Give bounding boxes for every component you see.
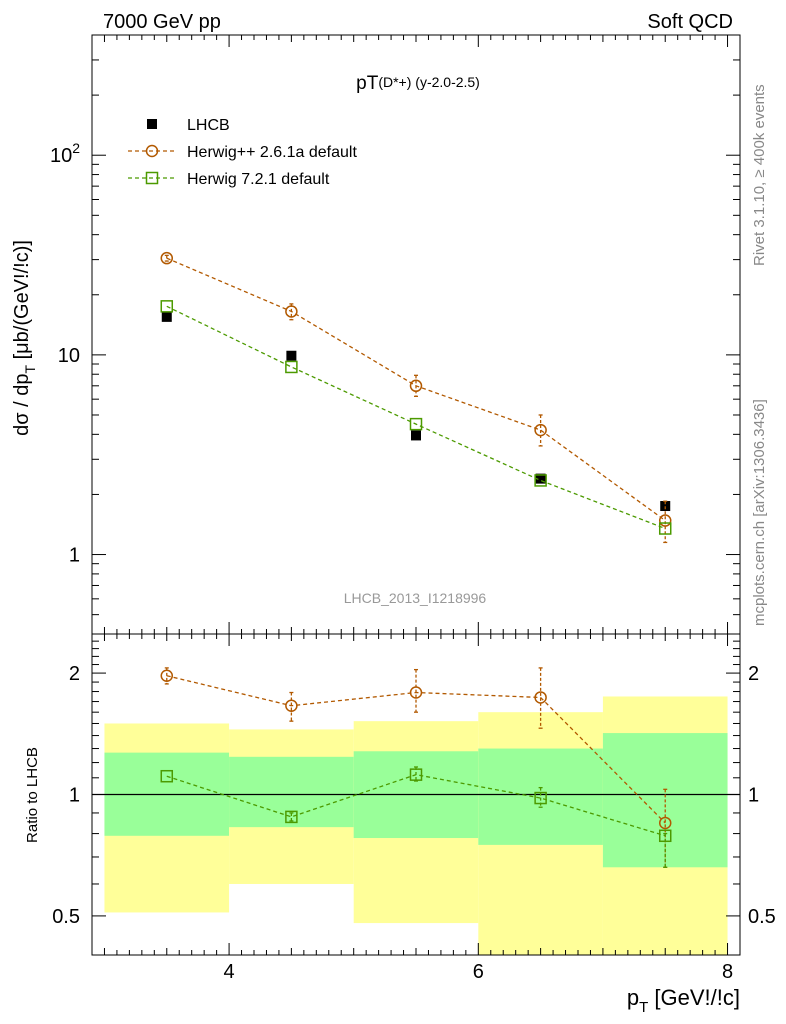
legend-label: Herwig++ 2.6.1a default (187, 144, 357, 161)
main-point (160, 300, 174, 313)
legend-item-0: LHCB (147, 117, 230, 134)
main-point (286, 350, 297, 361)
ratio-point (285, 810, 298, 824)
ratio-y-axis-label: Ratio to LHCB (24, 747, 41, 843)
main-point (285, 360, 298, 374)
ratio-point (409, 686, 423, 699)
header-left: 7000 GeV pp (103, 11, 221, 33)
ratio-y-tick-label-right: 0.5 (748, 906, 776, 928)
main-series-0 (161, 311, 671, 512)
main-point (285, 305, 298, 318)
x-label-b: [GeV!/!c] (648, 985, 740, 1010)
main-point (160, 251, 174, 265)
ratio-series-0 (160, 667, 672, 868)
main-point (409, 417, 423, 431)
x-axis-label: pT [GeV!/!c] (627, 985, 740, 1016)
main-y-label-b: [μb/(GeV!/!c)] (11, 240, 33, 365)
main-series-2 (160, 300, 672, 535)
rivet-label: Rivet 3.1.10, ≥ 400k events (751, 84, 768, 266)
ratio-band-inner-1 (229, 756, 354, 828)
legend-marker (147, 119, 157, 129)
ratio-band-inner-3 (478, 748, 603, 845)
main-y-tick-label-base: 10 (50, 145, 72, 167)
legend-label: Herwig 7.2.1 default (187, 171, 330, 188)
main-series-line (166, 305, 666, 530)
main-point (534, 474, 547, 487)
ratio-point (534, 691, 547, 704)
main-y-label-sub: T (22, 365, 38, 374)
ratio-y-tick-label-left: 2 (69, 663, 80, 685)
ratio-point (285, 699, 298, 712)
analysis-watermark: LHCB_2013_I1218996 (344, 590, 487, 606)
main-y-tick-label: 102 (50, 140, 80, 167)
main-series-line (166, 257, 666, 522)
main-y-tick-label-base: 10 (58, 345, 80, 367)
legend-item-2: Herwig 7.2.1 default (128, 171, 330, 188)
x-tick-label: 8 (722, 961, 733, 983)
main-point (534, 423, 547, 437)
ratio-point (658, 816, 672, 830)
main-title-sub: (D*+) (y-2.0-2.5) (378, 74, 480, 90)
x-label-sub: T (639, 999, 648, 1016)
ratio-point (658, 829, 672, 843)
main-y-tick-label-exp: 2 (72, 140, 80, 156)
main-y-tick-label-base: 1 (69, 545, 80, 567)
x-tick-label: 4 (224, 961, 235, 983)
ratio-y-tick-label-right: 1 (748, 785, 759, 807)
main-y-tick-label: 10 (58, 345, 80, 367)
ratio-series-1 (160, 766, 672, 868)
main-title: pT(D*+) (y-2.0-2.5) (356, 73, 480, 94)
ratio-point (534, 791, 547, 805)
main-series-1 (160, 251, 672, 544)
ratio-point (160, 669, 174, 682)
ratio-y-tick-label-right: 2 (748, 663, 759, 685)
mcplots-label: mcplots.cern.ch [arXiv:1306.3436] (751, 399, 768, 626)
x-label-a: p (627, 985, 639, 1010)
header-right: Soft QCD (647, 11, 733, 33)
main-point (535, 473, 546, 484)
main-point (660, 501, 671, 512)
ratio-y-tick-label-left: 0.5 (52, 906, 80, 928)
main-y-tick-label: 1 (69, 545, 80, 567)
series-layer (160, 251, 672, 868)
main-point (411, 430, 421, 441)
legend: LHCB Herwig++ 2.6.1a default Herwig 7.2.1 … (128, 117, 357, 188)
legend-marker (145, 171, 159, 185)
legend-item-1: Herwig++ 2.6.1a default (128, 144, 357, 161)
main-title-main: pT (356, 73, 379, 94)
x-tick-label: 6 (473, 961, 484, 983)
legend-marker (145, 144, 159, 158)
main-y-axis-label: dσ / dpT [μb/(GeV!/!c)] (11, 240, 38, 436)
ratio-point (160, 769, 174, 783)
ratio-point (409, 768, 423, 781)
main-point (409, 379, 423, 393)
main-y-label-a: dσ / dp (11, 374, 33, 436)
legend-label: LHCB (187, 117, 230, 134)
ratio-y-tick-label-left: 1 (69, 785, 80, 807)
main-point (658, 514, 672, 527)
main-point (161, 311, 172, 322)
main-point (658, 522, 672, 535)
